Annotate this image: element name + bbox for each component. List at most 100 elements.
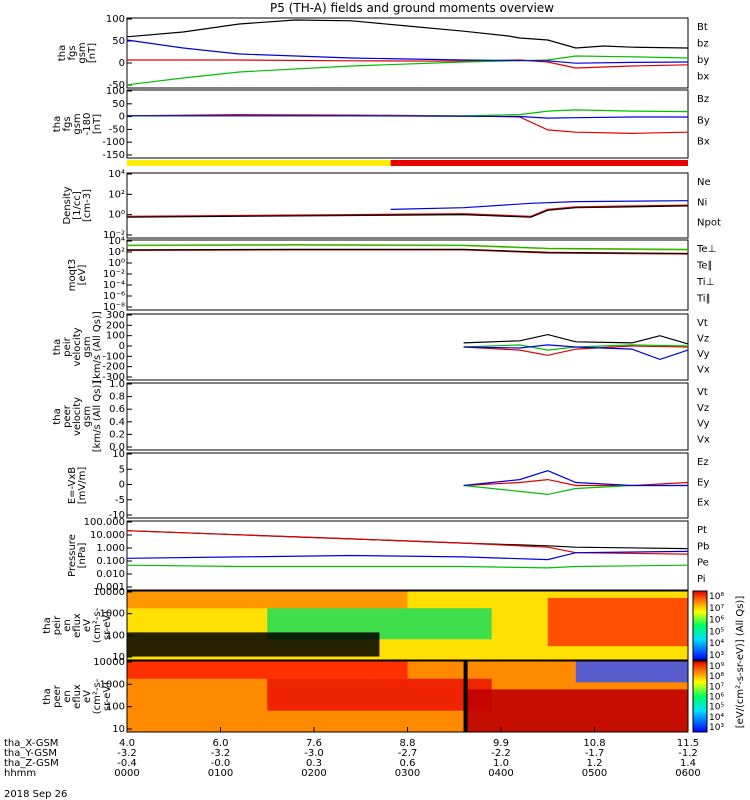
y-tick-label: 10⁴ xyxy=(108,236,125,247)
panel-7: 10 5 0 -5 -10 E=-VxB[mV/m] Ez Ey Ex xyxy=(67,449,709,521)
y-tick-label: -150 xyxy=(102,150,125,161)
band-segment-1 xyxy=(390,160,688,166)
legend-entry: Vt xyxy=(697,387,708,398)
legend-entry: Vz xyxy=(697,334,709,345)
y-tick-label: 100 xyxy=(106,702,125,713)
y-tick-label: 10 xyxy=(112,449,125,460)
x-row-value: 0000 xyxy=(114,768,139,779)
y-tick-label: 200 xyxy=(106,320,125,331)
y-axis-label: Density[1/cc][cm-3] xyxy=(62,186,93,224)
y-tick-label: 0.4 xyxy=(109,417,125,428)
panel-10: 10000 1000 100 10 thapeerenefluxeV(cm²-s-sr-… xyxy=(42,657,724,735)
x-row-value: -1.7 xyxy=(585,748,605,759)
series-Vy xyxy=(463,344,689,351)
x-row-value: 0.6 xyxy=(400,758,416,769)
colorbar-tick: 10⁶ xyxy=(709,693,724,703)
y-tick-label: 1000 xyxy=(100,679,125,690)
y-tick-label: -50 xyxy=(109,124,125,135)
y-tick-label: 10⁰ xyxy=(108,258,125,269)
x-row-value: 0100 xyxy=(208,768,233,779)
series-Pi xyxy=(126,550,689,561)
y-tick-label: 10 xyxy=(112,724,125,735)
x-row-value: 6.0 xyxy=(213,738,229,749)
series-bx xyxy=(126,39,689,64)
x-row-value: 0500 xyxy=(582,768,607,779)
panel-frame xyxy=(126,239,689,311)
legend-entry: Ti∥ xyxy=(696,294,711,305)
heatmap-cold-band xyxy=(575,661,688,683)
heatmap-mid-band xyxy=(267,678,492,711)
series-Ex xyxy=(463,470,688,487)
y-axis-label: thapeirenefluxeV(cm²-s-sr-eV) xyxy=(42,607,113,643)
y-axis-label: thafgsgsm-180[nT] xyxy=(52,113,103,136)
panel-1: 100 50 0-50 -100 -150 thafgsgsm-180[nT] Bz By Bx xyxy=(52,86,710,161)
colorbar-tick: 10⁷ xyxy=(709,682,724,692)
legend-entry: Vx xyxy=(697,434,710,445)
y-axis-label: thapeirvelocitygsm[km/s (All Qs)] xyxy=(52,311,103,383)
panel-frame xyxy=(126,89,689,159)
x-row-value: -0.0 xyxy=(211,758,231,769)
colorbar-tick: 10³ xyxy=(709,651,724,661)
y-tick-label: 0.0 xyxy=(109,442,125,453)
series-Vt xyxy=(463,333,689,345)
legend-entry: Bx xyxy=(697,137,710,148)
y-axis-label: E=-VxB[mV/m] xyxy=(67,467,88,505)
band-segment-0 xyxy=(127,160,391,166)
y-tick-label: 10² xyxy=(108,247,125,258)
legend-entry: Npot xyxy=(697,218,721,229)
colorbar-tick: 10⁶ xyxy=(709,616,724,626)
y-tick-label: 50 xyxy=(112,99,125,110)
legend-entry: Pt xyxy=(697,525,707,536)
y-tick-label: 100 xyxy=(106,331,125,342)
y-tick-label: 0 xyxy=(119,480,125,491)
legend-entry: by xyxy=(697,55,709,66)
y-tick-label: 50 xyxy=(112,36,125,47)
y-tick-label: 10 xyxy=(112,652,125,663)
y-tick-label: 10⁰ xyxy=(108,210,125,221)
legend-entry: Vz xyxy=(697,403,709,414)
colorbar-tick: 10³ xyxy=(709,723,724,733)
legend-entry: Ez xyxy=(697,457,709,468)
heatmap-high-energy-band xyxy=(127,661,408,679)
legend-entry: By xyxy=(697,115,710,126)
colorbar-label: [eV/(cm²-s-sr-eV)] (All Qs)] xyxy=(735,596,746,729)
x-row-value: 1.0 xyxy=(493,758,509,769)
x-row-value: 9.9 xyxy=(493,738,509,749)
y-tick-label: 100 xyxy=(106,86,125,97)
panel-6: 1.0 0.80.6 0.40.2 0.0 thapeervelocitygsm[km/… xyxy=(52,379,710,453)
x-row-value: 0300 xyxy=(395,768,420,779)
legend-entry: Ti⊥ xyxy=(696,277,714,288)
panel-frame xyxy=(126,17,689,89)
y-axis-label: thafgsgsm[nT] xyxy=(57,42,98,63)
x-row-label: tha_X-GSM xyxy=(4,738,58,749)
y-tick-label: 10⁻² xyxy=(103,230,125,241)
panel-5: 3002001000-100-200-300thapeirvelocitygsm… xyxy=(52,310,710,383)
y-tick-label: 1.000 xyxy=(96,543,125,554)
x-row-value: -3.0 xyxy=(304,748,324,759)
heatmap-gap xyxy=(463,661,468,732)
panel-frame xyxy=(126,382,689,451)
x-row-value: 11.5 xyxy=(677,738,699,749)
legend-entry: bz xyxy=(697,39,709,50)
legend-entry: Pi xyxy=(697,574,706,585)
x-row-value: 1.4 xyxy=(680,758,696,769)
series-Ey xyxy=(463,484,688,496)
series-by xyxy=(126,55,689,86)
y-tick-label: 300 xyxy=(106,310,125,321)
y-tick-label: -200 xyxy=(102,362,125,373)
legend-entry: bx xyxy=(697,72,709,83)
legend-entry: Te∥ xyxy=(696,261,713,272)
y-tick-label: 100 xyxy=(106,630,125,641)
panel-3: 10⁴ 10² 10⁰ 10⁻² Density[1/cc][cm-3] Ne Ni Npot xyxy=(62,169,721,241)
y-tick-label: 0.6 xyxy=(109,404,125,415)
colorbar-tick: 10⁸ xyxy=(709,672,724,682)
y-tick-label: 0 xyxy=(119,58,125,69)
x-row-value: 8.8 xyxy=(400,738,416,749)
x-row-label: hhmm xyxy=(4,768,36,779)
colorbar-tick: 10⁹ xyxy=(709,662,724,672)
y-tick-label: 100.000 xyxy=(84,517,125,528)
x-row-value: -3.2 xyxy=(117,748,137,759)
x-row-value: -3.2 xyxy=(211,748,231,759)
